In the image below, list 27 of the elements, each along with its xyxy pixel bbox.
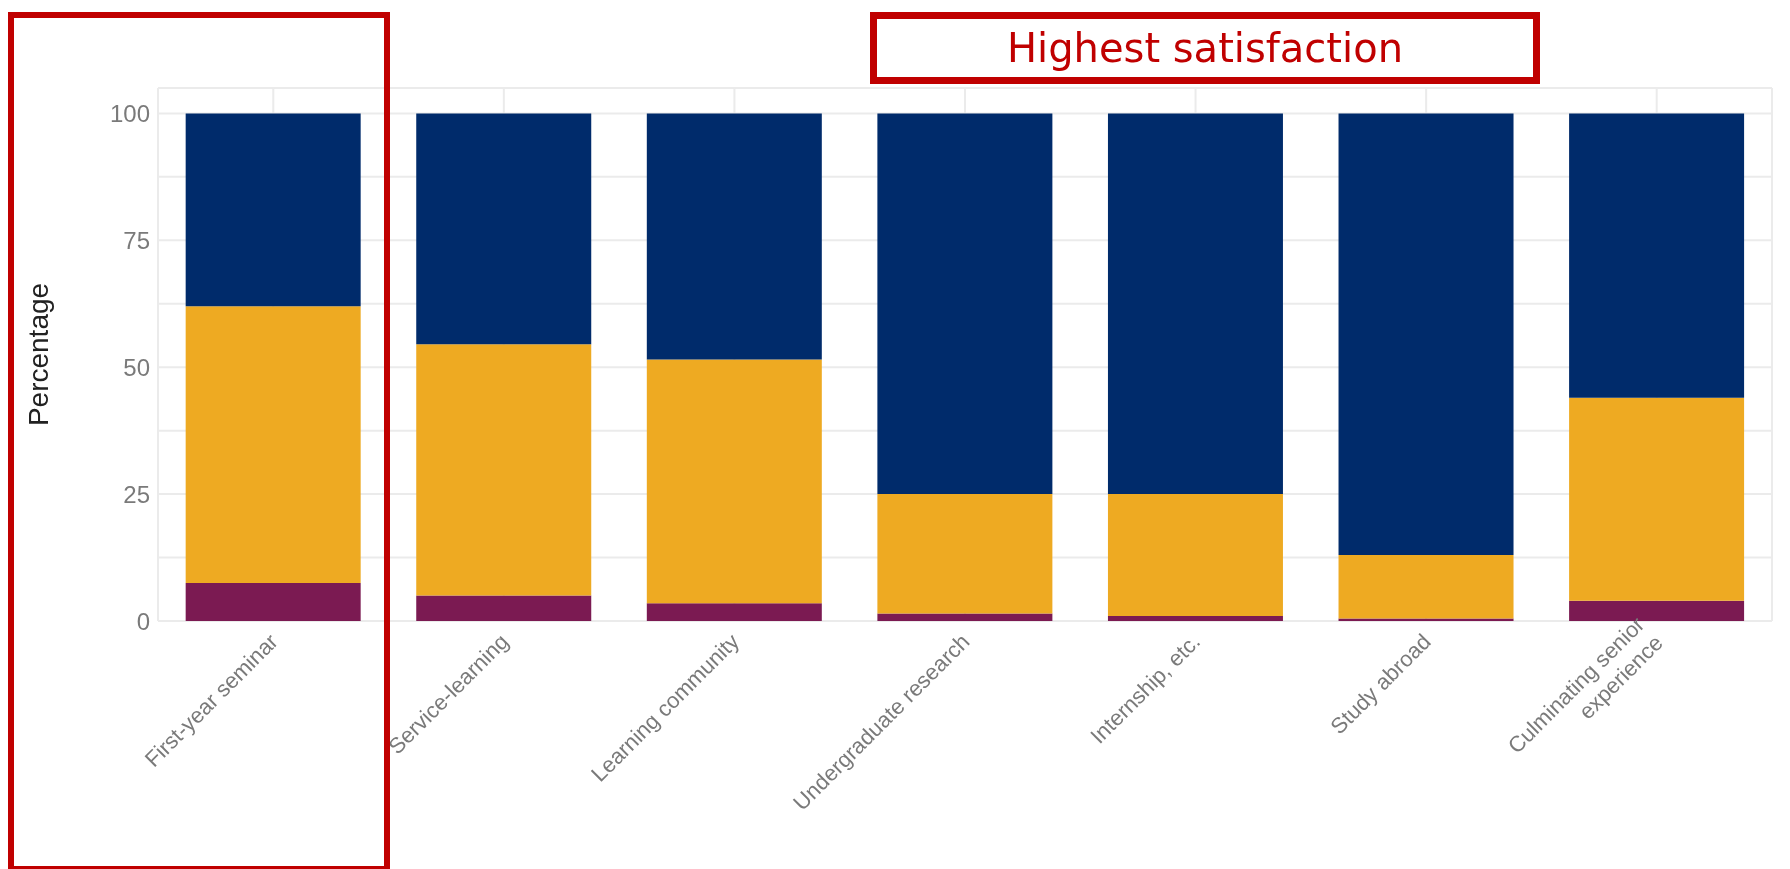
- bar: [1569, 113, 1745, 398]
- bar: [877, 494, 1053, 614]
- bar: [877, 613, 1053, 621]
- bar: [416, 113, 592, 345]
- bar: [646, 113, 822, 360]
- bar: [185, 582, 361, 621]
- bar: [416, 344, 592, 596]
- bar: [646, 359, 822, 604]
- bar: [185, 306, 361, 583]
- y-tick-label: 75: [123, 226, 150, 254]
- bar: [185, 113, 361, 307]
- bar: [1338, 113, 1514, 556]
- bar: [1107, 113, 1283, 495]
- y-tick-label: 50: [123, 353, 150, 381]
- bar: [1107, 494, 1283, 616]
- y-tick-label: 100: [109, 99, 150, 127]
- bar: [1569, 397, 1745, 601]
- bar: [416, 595, 592, 621]
- bar: [877, 113, 1053, 495]
- text: Highest satisfaction: [870, 12, 1540, 84]
- bar: [1338, 618, 1514, 621]
- y-tick-label: 25: [123, 480, 150, 508]
- bar: [1338, 555, 1514, 619]
- bar: [646, 603, 822, 621]
- bar: [1107, 615, 1283, 621]
- y-axis-title: Percentage: [22, 282, 54, 427]
- y-tick-label: 0: [136, 607, 150, 635]
